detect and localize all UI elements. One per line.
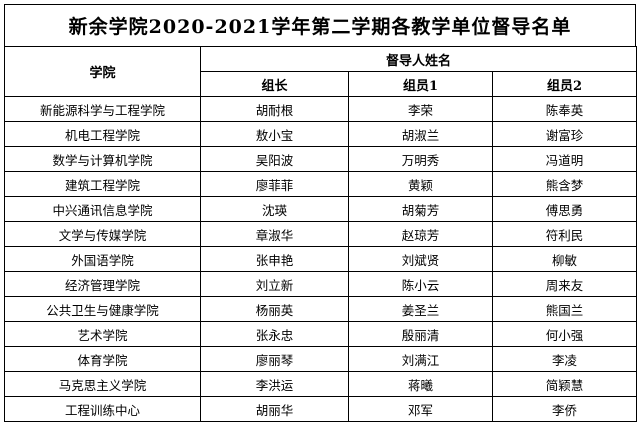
cell-member2: 陈奉英 — [491, 96, 638, 122]
table-row: 中兴通讯信息学院 沈瑛 胡菊芳 傅思勇 — [4, 196, 638, 222]
cell-leader: 敖小宝 — [200, 121, 349, 147]
table-row: 数学与计算机学院 吴阳波 万明秀 冯道明 — [4, 146, 638, 172]
header-leader: 组长 — [200, 71, 349, 97]
header-college: 学院 — [4, 46, 201, 97]
cell-leader: 刘立新 — [200, 271, 349, 297]
cell-college: 外国语学院 — [4, 246, 201, 272]
cell-member2: 李侨 — [491, 396, 638, 422]
cell-member2: 谢富珍 — [491, 121, 638, 147]
header-member1: 组员1 — [348, 71, 493, 97]
cell-college: 建筑工程学院 — [4, 171, 201, 197]
table-row: 公共卫生与健康学院 杨丽英 姜圣兰 熊国兰 — [4, 296, 638, 322]
supervisor-roster-sheet: 新余学院2020-2021学年第二学期各教学单位督导名单 学院 督导人姓名 组长… — [4, 4, 638, 444]
cell-member1: 赵琼芳 — [348, 221, 493, 247]
cell-leader: 李洪运 — [200, 371, 349, 397]
table-row: 马克思主义学院 李洪运 蒋曦 简颖慧 — [4, 371, 638, 397]
table-row: 机电工程学院 敖小宝 胡淑兰 谢富珍 — [4, 121, 638, 147]
table-row: 外国语学院 张申艳 刘斌贤 柳敏 — [4, 246, 638, 272]
cell-member2: 熊含梦 — [491, 171, 638, 197]
cell-member2: 熊国兰 — [491, 296, 638, 322]
cell-member1: 胡淑兰 — [348, 121, 493, 147]
cell-member1: 万明秀 — [348, 146, 493, 172]
cell-member1: 陈小云 — [348, 271, 493, 297]
cell-member2: 符利民 — [491, 221, 638, 247]
cell-member1: 邓军 — [348, 396, 493, 422]
cell-college: 体育学院 — [4, 346, 201, 372]
cell-member2: 冯道明 — [491, 146, 638, 172]
cell-college: 机电工程学院 — [4, 121, 201, 147]
cell-college: 艺术学院 — [4, 321, 201, 347]
cell-leader: 廖丽琴 — [200, 346, 349, 372]
table-row: 艺术学院 张永忠 殷丽清 何小强 — [4, 321, 638, 347]
cell-leader: 胡耐根 — [200, 96, 349, 122]
header-supervisors-group: 督导人姓名 — [199, 46, 638, 72]
header-member2: 组员2 — [491, 71, 638, 97]
cell-member2: 李凌 — [491, 346, 638, 372]
cell-member1: 刘满江 — [348, 346, 493, 372]
cell-leader: 杨丽英 — [200, 296, 349, 322]
table-row: 体育学院 廖丽琴 刘满江 李凌 — [4, 346, 638, 372]
cell-member2: 周来友 — [491, 271, 638, 297]
cell-college: 工程训练中心 — [4, 396, 201, 422]
roster-table: 学院 督导人姓名 组长 组员1 组员2 新能源科学与工程学院 胡耐根 李荣 陈奉英 机电… — [4, 46, 638, 422]
cell-member2: 傅思勇 — [491, 196, 638, 222]
header-row-sub: 组长 组员1 组员2 — [5, 71, 638, 97]
table-header: 学院 督导人姓名 组长 组员1 组员2 — [4, 46, 638, 97]
table-row: 工程训练中心 胡丽华 邓军 李侨 — [4, 396, 638, 422]
cell-member1: 刘斌贤 — [348, 246, 493, 272]
header-row-top: 学院 督导人姓名 — [4, 46, 638, 97]
cell-college: 文学与传媒学院 — [4, 221, 201, 247]
table-body: 新能源科学与工程学院 胡耐根 李荣 陈奉英 机电工程学院 敖小宝 胡淑兰 谢富珍 数学与计算机学… — [4, 96, 638, 422]
cell-college: 中兴通讯信息学院 — [4, 196, 201, 222]
table-row: 新能源科学与工程学院 胡耐根 李荣 陈奉英 — [4, 96, 638, 122]
cell-member1: 蒋曦 — [348, 371, 493, 397]
cell-member1: 李荣 — [348, 96, 493, 122]
cell-college: 经济管理学院 — [4, 271, 201, 297]
table-row: 经济管理学院 刘立新 陈小云 周来友 — [4, 271, 638, 297]
cell-leader: 张永忠 — [200, 321, 349, 347]
cell-leader: 章淑华 — [200, 221, 349, 247]
cell-member2: 简颖慧 — [491, 371, 638, 397]
cell-leader: 胡丽华 — [200, 396, 349, 422]
cell-member1: 黄颖 — [348, 171, 493, 197]
cell-member1: 殷丽清 — [348, 321, 493, 347]
cell-leader: 沈瑛 — [200, 196, 349, 222]
cell-member1: 姜圣兰 — [348, 296, 493, 322]
cell-college: 新能源科学与工程学院 — [4, 96, 201, 122]
cell-college: 数学与计算机学院 — [4, 146, 201, 172]
cell-leader: 吴阳波 — [200, 146, 349, 172]
cell-leader: 廖菲菲 — [200, 171, 349, 197]
cell-college: 公共卫生与健康学院 — [4, 296, 201, 322]
table-row: 文学与传媒学院 章淑华 赵琼芳 符利民 — [4, 221, 638, 247]
cell-member2: 柳敏 — [491, 246, 638, 272]
cell-member1: 胡菊芳 — [348, 196, 493, 222]
title-bar: 新余学院2020-2021学年第二学期各教学单位督导名单 — [4, 4, 636, 46]
cell-leader: 张申艳 — [200, 246, 349, 272]
cell-member2: 何小强 — [491, 321, 638, 347]
table-row: 建筑工程学院 廖菲菲 黄颖 熊含梦 — [4, 171, 638, 197]
cell-college: 马克思主义学院 — [4, 371, 201, 397]
page-title: 新余学院2020-2021学年第二学期各教学单位督导名单 — [68, 16, 572, 38]
